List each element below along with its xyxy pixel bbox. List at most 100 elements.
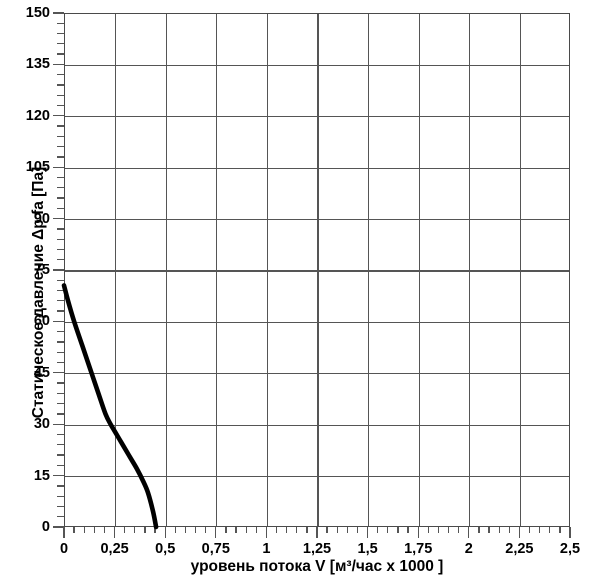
y-tick-minor <box>57 433 64 436</box>
y-tick-label: 135 <box>25 56 50 73</box>
x-tick-label: 1 <box>262 541 271 557</box>
y-tick-minor <box>57 516 64 518</box>
x-tick-minor <box>194 527 197 533</box>
y-tick-major <box>53 217 64 220</box>
gridline-horizontal <box>65 167 569 169</box>
y-tick-major <box>53 423 64 425</box>
y-tick-minor <box>57 392 64 394</box>
x-tick-label: 0,25 <box>100 541 129 557</box>
y-tick-minor <box>57 341 64 343</box>
y-tick-minor <box>57 248 64 251</box>
x-tick-minor <box>73 527 75 533</box>
gridline-vertical <box>216 14 218 526</box>
x-tick-minor <box>134 527 136 533</box>
x-tick-minor <box>397 527 399 533</box>
y-tick-minor <box>57 207 64 209</box>
y-tick-minor <box>57 279 64 281</box>
x-tick-minor <box>488 527 490 533</box>
x-tick-minor <box>235 527 237 533</box>
y-tick-label: 15 <box>33 467 50 484</box>
x-tick-minor <box>508 527 510 533</box>
x-tick-minor <box>285 527 288 533</box>
x-tick-minor <box>437 527 440 533</box>
x-tick-major <box>63 527 65 538</box>
x-tick-minor <box>275 527 278 533</box>
gridline-vertical <box>418 14 420 526</box>
x-tick-label: 1,75 <box>404 541 433 557</box>
y-tick-major <box>53 320 64 323</box>
x-tick-minor <box>326 527 328 533</box>
x-tick-minor <box>549 527 551 533</box>
x-tick-minor <box>458 527 460 533</box>
x-tick-minor <box>205 527 207 533</box>
y-axis-title: Статическое давление Δp fa [Па] <box>30 166 47 419</box>
y-tick-minor <box>57 259 64 261</box>
x-tick-minor <box>478 527 480 533</box>
x-tick-minor <box>225 527 227 533</box>
x-tick-label: 2,5 <box>559 541 581 557</box>
x-tick-minor <box>346 527 348 533</box>
x-tick-minor <box>103 527 106 533</box>
y-tick-minor <box>57 32 64 35</box>
gridline-horizontal <box>65 218 569 221</box>
y-tick-minor <box>57 94 64 96</box>
x-tick-major <box>366 527 369 538</box>
y-tick-minor <box>57 125 64 127</box>
y-tick-minor <box>57 43 64 45</box>
gridline-horizontal <box>65 424 569 426</box>
x-tick-label: 0 <box>59 541 69 557</box>
x-tick-minor <box>387 527 389 533</box>
y-tick-major <box>53 474 64 477</box>
x-tick-label: 0,5 <box>155 541 176 557</box>
y-tick-label: 120 <box>25 107 50 124</box>
x-tick-minor <box>83 527 85 533</box>
x-tick-label: 2 <box>464 541 473 557</box>
x-tick-major <box>316 527 318 538</box>
y-tick-major <box>53 115 64 117</box>
gridline-horizontal <box>65 373 569 375</box>
y-tick-minor <box>57 413 64 415</box>
x-axis-title: уровень потока V [м³/час x 1000 ] <box>190 558 444 575</box>
x-tick-major <box>417 527 419 538</box>
x-tick-label: 1,5 <box>357 541 378 557</box>
y-tick-major <box>53 166 64 168</box>
gridline-vertical <box>266 14 269 526</box>
x-tick-major <box>164 527 166 538</box>
plot-area <box>64 13 570 527</box>
y-tick-minor <box>57 454 64 456</box>
y-tick-label: 90 <box>33 210 50 227</box>
y-tick-major <box>53 526 64 528</box>
x-tick-minor <box>255 527 257 533</box>
x-tick-label: 2,25 <box>505 541 534 557</box>
x-tick-major <box>569 527 571 538</box>
x-tick-minor <box>245 527 247 533</box>
x-tick-major <box>215 527 217 538</box>
y-tick-minor <box>57 84 64 86</box>
y-tick-minor <box>57 382 64 384</box>
y-tick-label: 150 <box>25 5 50 21</box>
y-tick-minor <box>57 310 64 312</box>
y-tick-label: 75 <box>33 262 50 278</box>
y-tick-minor <box>57 444 64 446</box>
y-tick-label: 60 <box>33 313 50 330</box>
gridline-horizontal <box>65 270 569 272</box>
y-tick-minor <box>57 22 64 24</box>
gridline-vertical <box>317 14 319 526</box>
x-tick-minor <box>407 527 409 533</box>
x-tick-minor <box>538 527 541 533</box>
x-tick-minor <box>124 527 126 533</box>
x-tick-minor <box>154 527 156 533</box>
x-tick-minor <box>427 527 429 533</box>
y-tick-minor <box>57 300 64 302</box>
x-tick-minor <box>184 527 187 533</box>
x-tick-minor <box>144 527 146 533</box>
x-tick-major <box>468 527 470 538</box>
x-tick-minor <box>447 527 450 533</box>
y-tick-major <box>53 269 64 271</box>
x-tick-label: 1,25 <box>302 541 332 557</box>
y-tick-minor <box>57 187 64 189</box>
y-tick-minor <box>57 351 64 353</box>
x-tick-minor <box>336 527 338 533</box>
y-tick-minor <box>57 289 64 292</box>
y-tick-minor <box>57 331 64 333</box>
